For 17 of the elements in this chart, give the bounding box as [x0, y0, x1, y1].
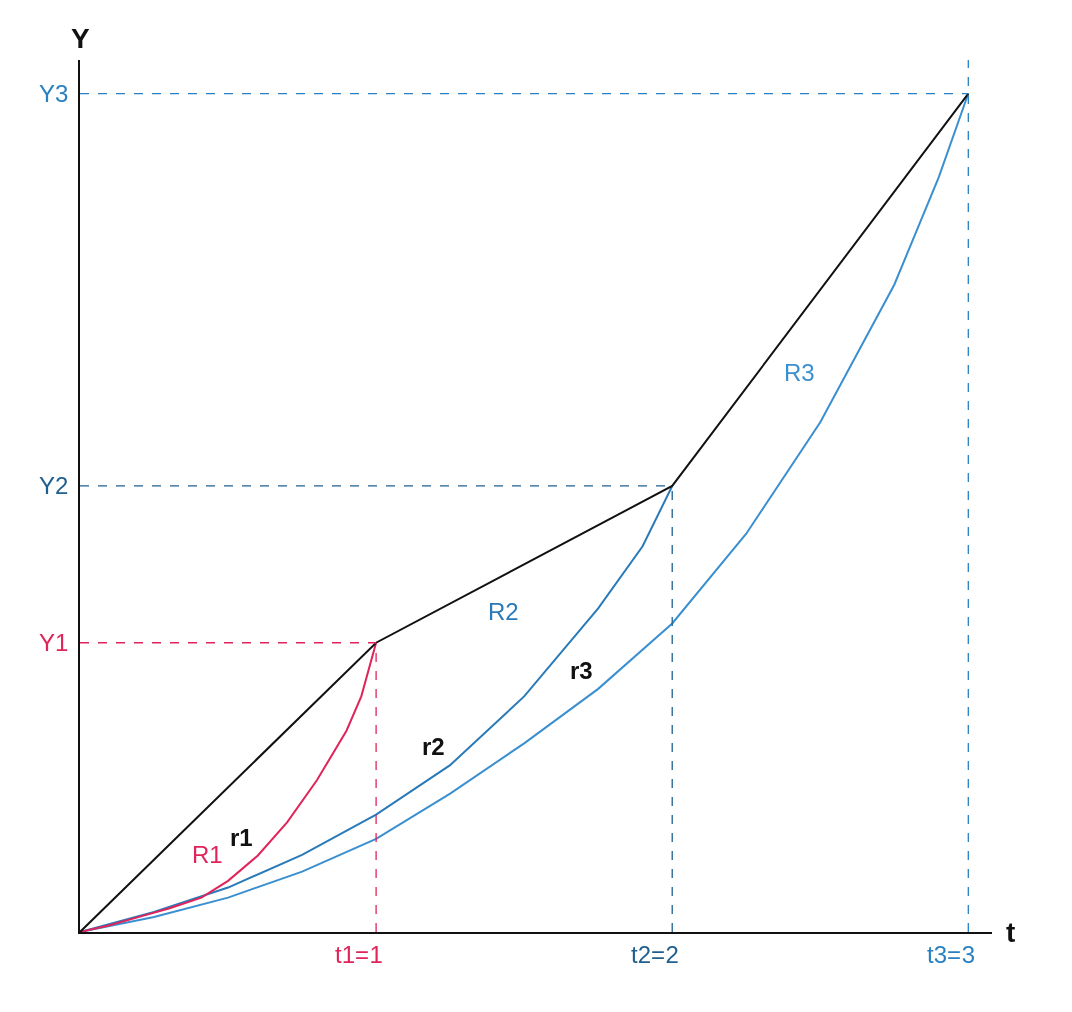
- y-axis-title: Y: [71, 23, 90, 54]
- ref-line-label: Y1: [39, 629, 69, 656]
- ref-line-label: t3=: [927, 941, 962, 968]
- series-label: r2: [422, 733, 445, 760]
- annotation: R3: [784, 359, 815, 386]
- x-tick-label: 2: [665, 940, 679, 968]
- annotation: R2: [488, 598, 519, 625]
- ref-line-label: t1=: [335, 941, 370, 968]
- ref-line-label: Y2: [39, 472, 69, 499]
- annotation: R1: [192, 841, 223, 868]
- x-tick-label: 3: [961, 940, 975, 968]
- ref-line-label: t2=: [631, 941, 666, 968]
- ref-line-label: Y3: [39, 80, 69, 107]
- series-label: r3: [570, 657, 593, 684]
- series-label: r1: [230, 824, 253, 851]
- x-tick-label: 1: [369, 940, 383, 968]
- x-axis-title: t: [1006, 917, 1016, 948]
